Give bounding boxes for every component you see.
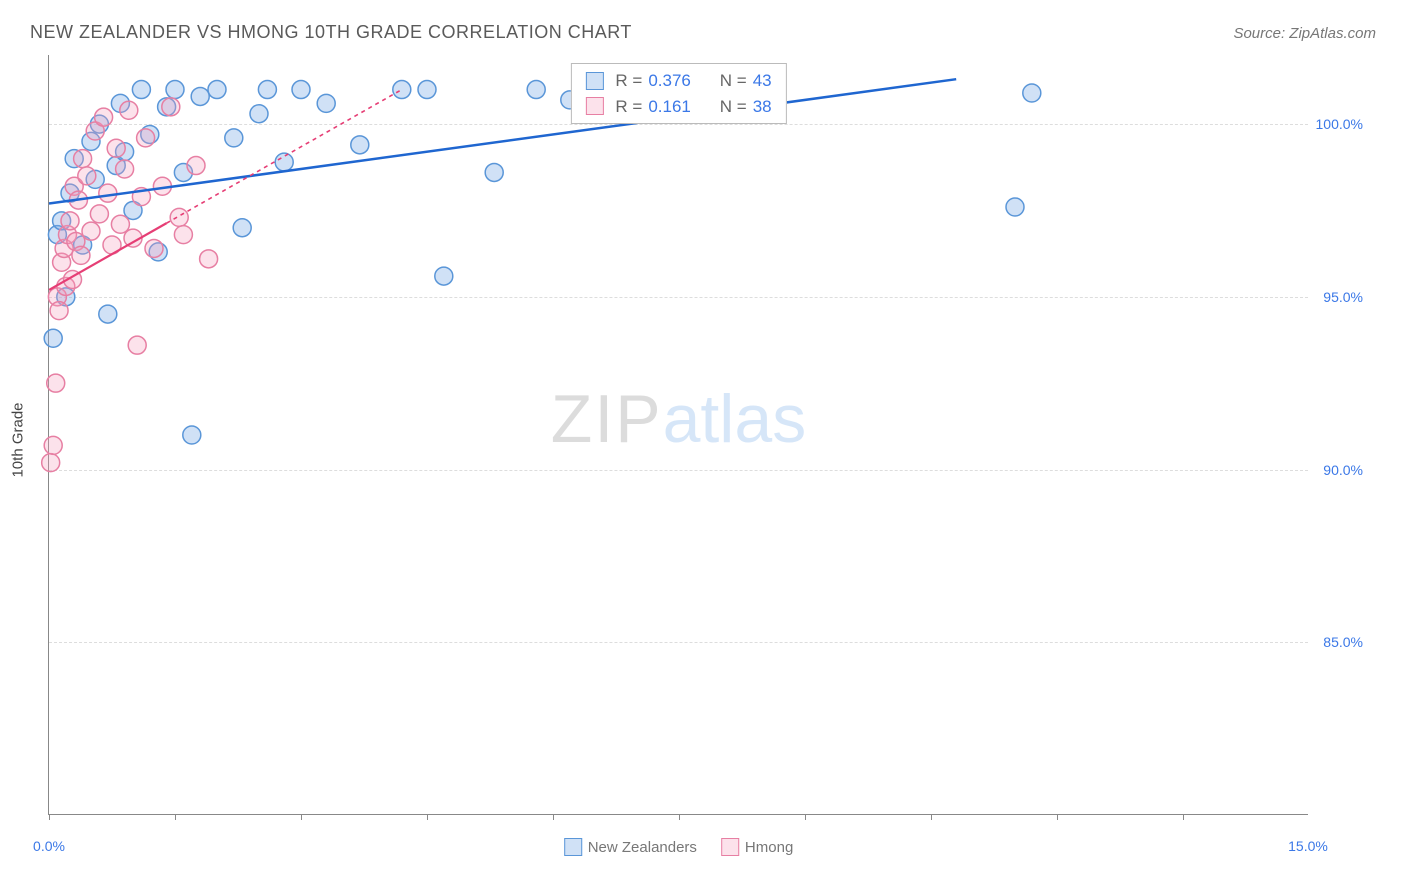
data-point: [99, 305, 117, 323]
data-point: [233, 219, 251, 237]
data-point: [200, 250, 218, 268]
data-point: [183, 426, 201, 444]
data-point: [47, 374, 65, 392]
legend-swatch: [564, 838, 582, 856]
data-point: [317, 94, 335, 112]
data-point: [111, 215, 129, 233]
data-point: [208, 81, 226, 99]
legend-swatch: [721, 838, 739, 856]
data-point: [128, 336, 146, 354]
y-tick-label: 90.0%: [1323, 462, 1363, 478]
data-point: [44, 436, 62, 454]
x-axis-min-label: 0.0%: [33, 838, 65, 854]
data-point: [174, 226, 192, 244]
data-point: [107, 139, 125, 157]
chart-container: ZIPatlas 85.0%90.0%95.0%100.0% R = 0.376…: [48, 55, 1358, 825]
data-point: [116, 160, 134, 178]
data-point: [170, 208, 188, 226]
data-point: [95, 108, 113, 126]
data-point: [99, 184, 117, 202]
data-point: [187, 157, 205, 175]
data-point: [418, 81, 436, 99]
data-point: [250, 105, 268, 123]
data-point: [1023, 84, 1041, 102]
data-point: [132, 81, 150, 99]
data-point: [74, 150, 92, 168]
data-point: [50, 302, 68, 320]
data-point: [527, 81, 545, 99]
data-point: [258, 81, 276, 99]
y-axis-label: 10th Grade: [10, 402, 27, 477]
data-point: [191, 87, 209, 105]
plot-area: ZIPatlas 85.0%90.0%95.0%100.0% R = 0.376…: [48, 55, 1308, 815]
stats-legend: R = 0.376 N = 43R = 0.161 N = 38: [570, 63, 786, 124]
chart-title: NEW ZEALANDER VS HMONG 10TH GRADE CORREL…: [30, 22, 632, 43]
source-label: Source: ZipAtlas.com: [1233, 25, 1376, 42]
data-point: [225, 129, 243, 147]
data-point: [90, 205, 108, 223]
data-point: [1006, 198, 1024, 216]
series-legend: New Zealanders Hmong: [564, 838, 794, 856]
stats-legend-row: R = 0.161 N = 38: [585, 94, 771, 120]
data-point: [82, 222, 100, 240]
legend-item: New Zealanders: [564, 838, 697, 856]
data-point: [137, 129, 155, 147]
data-point: [145, 239, 163, 257]
trend-line: [49, 79, 956, 203]
y-tick-label: 95.0%: [1323, 289, 1363, 305]
data-point: [78, 167, 96, 185]
data-point: [72, 246, 90, 264]
data-point: [44, 329, 62, 347]
data-point: [292, 81, 310, 99]
data-point: [275, 153, 293, 171]
data-point: [61, 212, 79, 230]
data-point: [351, 136, 369, 154]
x-axis-max-label: 15.0%: [1288, 838, 1328, 854]
data-point: [485, 163, 503, 181]
data-point: [120, 101, 138, 119]
data-point: [162, 98, 180, 116]
legend-swatch: [585, 97, 603, 115]
plot-svg: [49, 55, 1309, 815]
y-tick-label: 85.0%: [1323, 634, 1363, 650]
data-point: [435, 267, 453, 285]
legend-item: Hmong: [721, 838, 793, 856]
legend-swatch: [585, 72, 603, 90]
data-point: [166, 81, 184, 99]
data-point: [42, 454, 60, 472]
stats-legend-row: R = 0.376 N = 43: [585, 68, 771, 94]
y-tick-label: 100.0%: [1316, 116, 1363, 132]
